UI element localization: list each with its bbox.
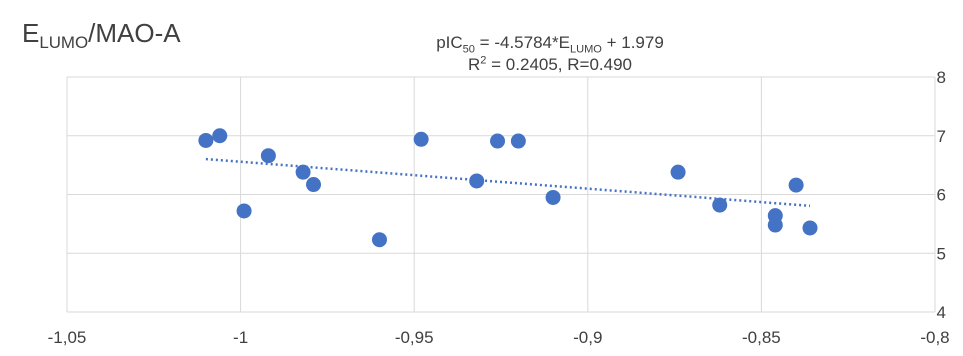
equation-line: pIC50 = -4.5784*ELUMO + 1.979 xyxy=(436,33,664,56)
y-tick-labels: 4 5 6 7 8 xyxy=(937,68,946,322)
data-point xyxy=(306,177,322,193)
data-point xyxy=(510,133,526,149)
data-point xyxy=(413,131,429,147)
data-point xyxy=(260,148,276,164)
y-tick-label: 7 xyxy=(937,127,946,146)
data-point xyxy=(545,189,561,205)
data-points xyxy=(198,128,818,248)
x-tick-label: -0,9 xyxy=(573,328,602,347)
y-tick-label: 4 xyxy=(937,303,946,322)
x-tick-label: -0,8 xyxy=(920,328,949,347)
y-tick-label: 8 xyxy=(937,68,946,87)
x-tick-label: -0,85 xyxy=(742,328,781,347)
data-point xyxy=(371,232,387,248)
gridlines xyxy=(66,76,936,313)
chart-title: ELUMO/MAO-A xyxy=(22,18,181,53)
regression-equation: pIC50 = -4.5784*ELUMO + 1.979 R2 = 0.240… xyxy=(380,32,720,76)
y-tick-label: 6 xyxy=(937,186,946,205)
data-point xyxy=(767,217,783,233)
data-point xyxy=(802,220,818,236)
data-point xyxy=(295,164,311,180)
data-point xyxy=(490,133,506,149)
x-tick-label: -0,95 xyxy=(395,328,434,347)
x-tick-label: -1 xyxy=(233,328,248,347)
x-tick-label: -1,05 xyxy=(48,328,87,347)
data-point xyxy=(236,203,252,219)
data-point xyxy=(198,132,214,148)
y-tick-label: 5 xyxy=(937,244,946,263)
data-point xyxy=(712,197,728,213)
data-point xyxy=(788,177,804,193)
r-squared-line: R2 = 0.2405, R=0.490 xyxy=(468,54,632,74)
data-point xyxy=(212,128,228,144)
data-point xyxy=(670,164,686,180)
data-point xyxy=(469,173,485,189)
x-tick-labels: -1,05 -1 -0,95 -0,9 -0,85 -0,8 xyxy=(48,328,950,347)
